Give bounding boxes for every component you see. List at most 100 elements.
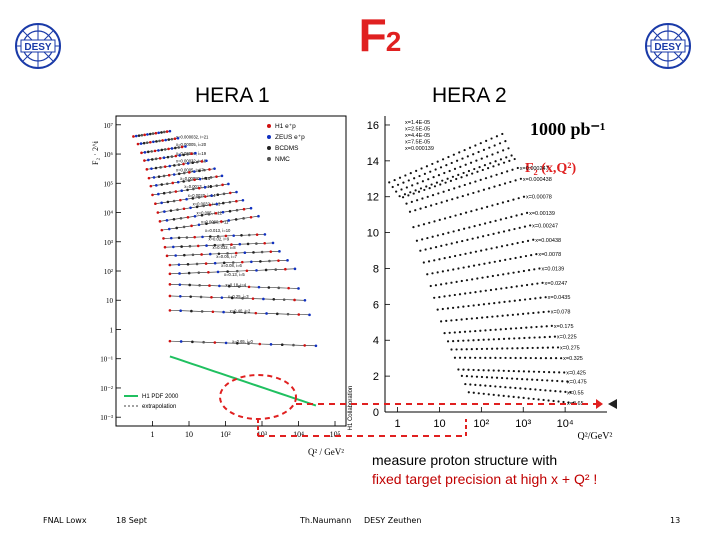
hera1-point	[165, 130, 169, 133]
hera1-point	[292, 343, 295, 347]
hera2-point	[499, 356, 502, 360]
hera1-point	[174, 154, 178, 158]
hera2-point	[430, 183, 433, 186]
hera2-point	[475, 375, 479, 378]
hera1-frame	[115, 115, 347, 427]
hera2-point	[437, 173, 441, 177]
hera1-point	[221, 210, 225, 214]
hera2-point	[449, 215, 452, 219]
hera1-series: x=0.40, i=2	[168, 308, 311, 317]
hera1-series: x=0.0032, i=13	[154, 190, 238, 207]
hera2-point	[498, 142, 502, 145]
hera1-series: x=0.05, i=7	[165, 250, 281, 259]
hera1-point	[156, 211, 160, 214]
hera1-point	[210, 295, 213, 299]
hera2-point	[523, 298, 527, 301]
hera2-series-label: x=0.275	[560, 345, 580, 351]
hera2-point	[490, 247, 493, 250]
hera2-point	[507, 147, 510, 150]
hera2-point	[482, 369, 485, 372]
hera2-point	[520, 326, 523, 330]
hera1-point	[240, 260, 244, 264]
hera2-point	[485, 248, 488, 251]
hera1-point	[277, 286, 281, 290]
hera2-series-label: x=0.0139	[541, 266, 564, 272]
hera1-point	[280, 343, 284, 347]
hera1-point	[268, 259, 271, 263]
hera1-point	[185, 197, 188, 201]
hera1-point	[247, 285, 251, 289]
hera1-point	[158, 139, 161, 143]
hera2-point	[497, 338, 501, 341]
hera2-point	[414, 209, 417, 212]
hera2-point	[492, 232, 495, 235]
hera1-point	[233, 311, 236, 314]
hera2-point	[422, 223, 426, 226]
hera1-point	[241, 296, 244, 300]
hera1-legend-marker	[267, 135, 271, 139]
hera2-point	[505, 377, 509, 380]
hera1-point	[166, 200, 170, 204]
hera1-point	[235, 199, 238, 203]
hera1-point	[209, 185, 213, 188]
hera1-point	[178, 272, 181, 275]
hera2-point	[483, 164, 487, 167]
hera1-point	[208, 235, 212, 238]
hera2-point	[546, 379, 549, 382]
hera1-point	[198, 169, 201, 173]
hera1-point	[252, 251, 255, 254]
hera1-point	[173, 164, 176, 167]
hera1-point	[226, 270, 229, 273]
hera1-point	[297, 287, 300, 290]
hera1-point	[182, 153, 185, 157]
hera1-legend-lower-entry: H1 PDF 2000	[142, 394, 179, 400]
hera2-point	[474, 383, 477, 386]
hera1-point	[191, 197, 195, 200]
note-line-1: measure proton structure with	[372, 452, 558, 468]
hera1-point	[203, 168, 206, 172]
hera1-point	[188, 171, 191, 174]
hera2-point	[443, 257, 446, 260]
hera1-point	[205, 159, 208, 163]
hera2-point	[453, 167, 457, 171]
hera2-point	[416, 199, 419, 202]
hera2-point	[438, 258, 441, 261]
hera2-point	[462, 305, 465, 308]
hera2-point	[443, 332, 446, 335]
hera2-series: x=0.000247	[405, 166, 549, 205]
hera1-point	[175, 226, 178, 230]
hera2-point	[486, 205, 489, 208]
hera1-point	[180, 145, 184, 149]
hera1-point	[231, 261, 235, 264]
hera2-point	[523, 336, 526, 340]
hera2-f2-chart: 0 2 4 6 8 10 12 14 16 1 10 10² 10³ 10⁴ Q²/GeV² 1000 pb⁻…	[367, 116, 612, 440]
hera2-point	[429, 170, 432, 173]
hera2-point	[450, 281, 453, 284]
hera1-fit-line	[169, 268, 295, 275]
hera1-point	[179, 216, 183, 220]
right-panel-label: HERA 2	[432, 84, 507, 107]
hera2-point	[513, 227, 516, 231]
hera2-point	[476, 170, 479, 173]
hera2-ytick-label: 2	[373, 371, 379, 383]
hera1-point	[287, 286, 290, 290]
hera2-point	[436, 234, 439, 237]
hera2-point	[398, 176, 402, 179]
hera1-point	[177, 146, 181, 149]
hera2-point	[448, 255, 451, 259]
hera2-point	[477, 190, 480, 193]
hera1-point	[221, 201, 225, 205]
hera2-point	[415, 169, 418, 172]
hera2-point	[547, 370, 551, 374]
hera2-point	[453, 254, 457, 258]
hera1-point	[167, 138, 171, 141]
hera2-point	[492, 369, 495, 372]
hera2-point	[441, 307, 444, 311]
hera1-point	[230, 296, 234, 300]
hera2-point	[452, 268, 455, 271]
conclusion-note: measure proton structure with fixed targ…	[372, 451, 597, 489]
hera2-ytick-label: 4	[373, 335, 379, 347]
hera2-point	[433, 185, 437, 188]
hera2-point	[542, 398, 545, 402]
hera2-point	[471, 172, 474, 175]
